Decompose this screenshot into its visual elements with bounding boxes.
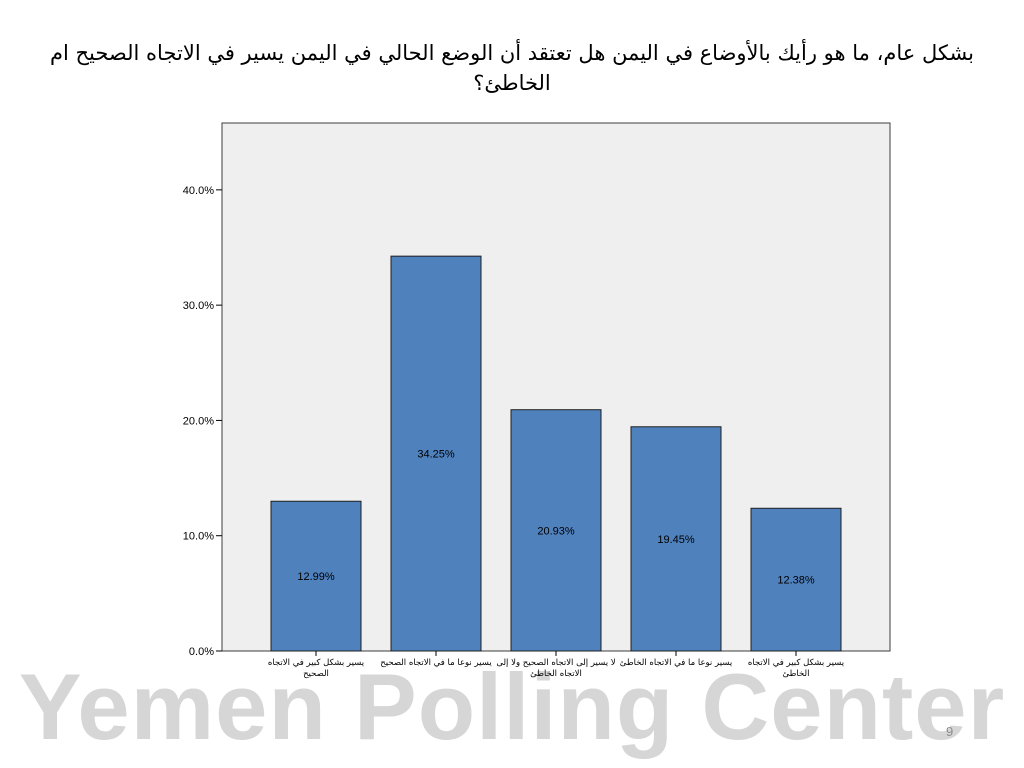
bar <box>510 409 602 652</box>
bar-data-label: 12.99% <box>297 571 335 583</box>
bar <box>270 500 362 652</box>
y-tick-label: 40.0% <box>183 185 214 197</box>
bar <box>750 507 842 652</box>
x-category-label: لا يسير إلى الاتجاه الصحيح ولا إلى الاتج… <box>496 658 616 679</box>
y-tick-label: 30.0% <box>183 300 214 312</box>
bar-data-label: 12.38% <box>777 575 815 587</box>
y-tick-label: 0.0% <box>189 646 214 658</box>
x-category-label: يسير بشكل كبير في الاتجاه الصحيح <box>267 658 365 679</box>
bar-data-label: 19.45% <box>657 534 695 546</box>
bar <box>630 426 722 652</box>
y-axis: 0.0% 10.0% 20.0% 30.0% 40.0% <box>183 185 222 658</box>
bars-group <box>270 255 842 656</box>
bar <box>390 255 482 652</box>
y-tick-label: 10.0% <box>183 531 214 543</box>
bar-data-label: 34.25% <box>417 449 455 461</box>
x-category-label: يسير بشكل كبير في الاتجاه الخاطئ <box>747 658 845 679</box>
bar-data-label: 20.93% <box>537 525 575 537</box>
x-category-label: يسير نوعا ما في الاتجاه الخاطئ <box>619 658 733 668</box>
y-tick-label: 20.0% <box>183 415 214 427</box>
data-labels-group: 12.99% 34.25% 20.93% 19.45% 12.38% <box>297 449 815 587</box>
x-category-label: يسير نوعا ما في الاتجاه الصحيح <box>380 658 492 668</box>
watermark-text: Yemen Polling Center <box>18 654 1006 759</box>
page-number: 9 <box>946 724 954 739</box>
slide-title: بشكل عام، ما هو رأيك بالأوضاع في اليمن ه… <box>49 41 975 95</box>
